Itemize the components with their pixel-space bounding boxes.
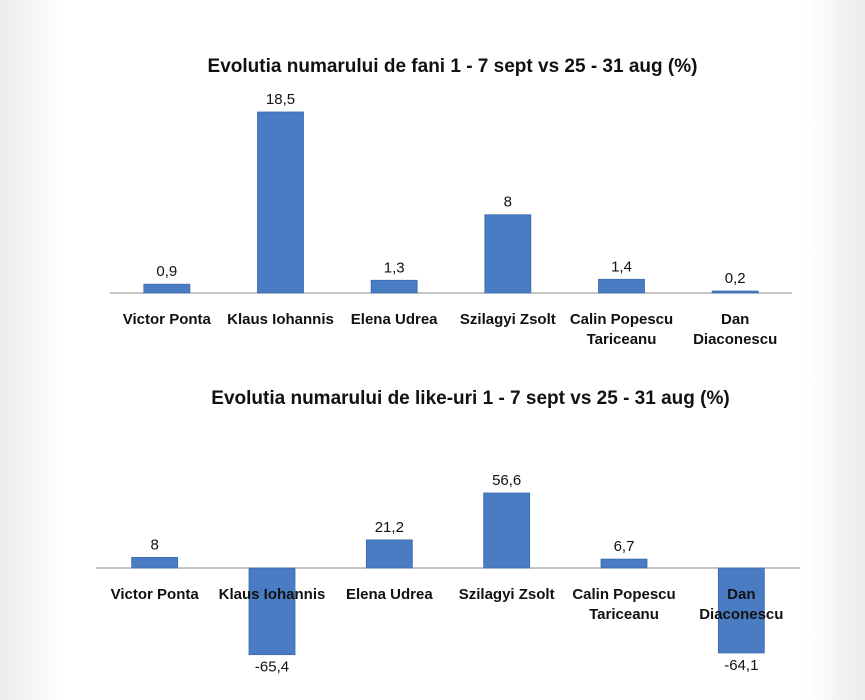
bar-2 (365, 539, 413, 569)
data-label-0: 0,9 (156, 263, 177, 280)
bar-1 (248, 567, 296, 656)
data-label-1: -65,4 (255, 659, 289, 676)
category-label-5: Dan (727, 586, 755, 603)
category-label-0: Victor Ponta (123, 311, 212, 328)
data-label-3: 56,6 (492, 472, 521, 489)
category-label-4-line-1: Tariceanu (587, 331, 657, 348)
category-label-2: Elena Udrea (351, 311, 438, 328)
category-label-4: Calin Popescu (572, 586, 675, 603)
bar-3 (484, 214, 532, 294)
data-label-0: 8 (150, 536, 158, 553)
bar-1 (257, 111, 304, 294)
data-label-3: 8 (504, 194, 512, 211)
bar-5 (711, 290, 759, 294)
category-label-4-line-1: Tariceanu (589, 606, 659, 623)
data-label-4: 6,7 (614, 538, 635, 555)
data-label-5: -64,1 (724, 657, 758, 674)
category-label-5: Dan (721, 311, 749, 328)
bar-4 (600, 558, 648, 569)
category-label-1: Klaus Iohannis (227, 311, 334, 328)
category-label-5-line-1: Diaconescu (693, 331, 777, 348)
bar-3 (483, 492, 531, 569)
bar-0 (131, 556, 179, 569)
bar-2 (370, 279, 418, 294)
bar-4 (598, 278, 645, 294)
category-label-2: Elena Udrea (346, 586, 433, 603)
data-label-5: 0,2 (725, 270, 746, 287)
data-label-2: 21,2 (375, 519, 404, 536)
category-label-0: Victor Ponta (111, 586, 200, 603)
category-label-1: Klaus Iohannis (219, 586, 326, 603)
category-label-3: Szilagyi Zsolt (459, 586, 555, 603)
category-label-3: Szilagyi Zsolt (460, 311, 556, 328)
data-label-4: 1,4 (611, 258, 632, 275)
bar-0 (143, 283, 191, 294)
bar-5 (717, 567, 765, 654)
category-label-4: Calin Popescu (570, 311, 673, 328)
category-label-5-line-1: Diaconescu (699, 606, 783, 623)
data-label-2: 1,3 (384, 259, 405, 276)
data-label-1: 18,5 (266, 91, 295, 108)
chart-title-fans: Evolutia numarului de fani 1 - 7 sept vs… (207, 56, 698, 77)
chart-title-likes: Evolutia numarului de like-uri 1 - 7 sep… (211, 388, 730, 409)
